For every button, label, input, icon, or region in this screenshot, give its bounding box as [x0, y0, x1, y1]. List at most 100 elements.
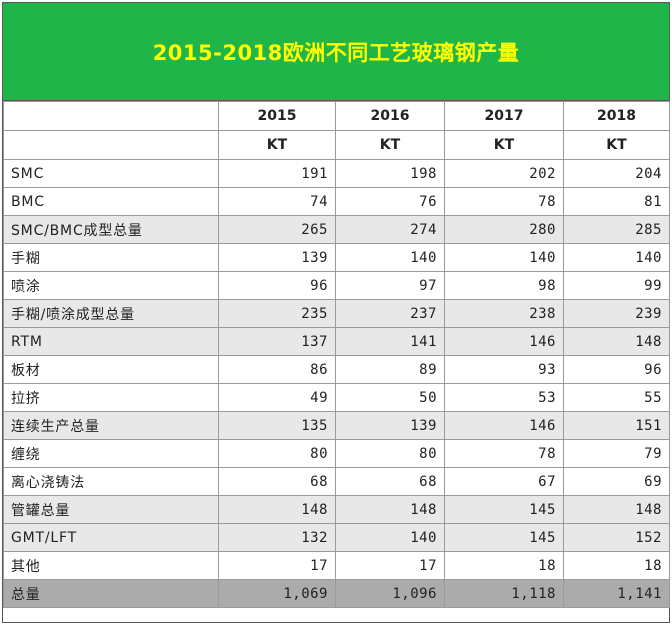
value-cell-2018: 18 — [563, 551, 670, 580]
value-cell-2016: 97 — [335, 271, 445, 300]
value-cell-2016: 89 — [335, 355, 445, 384]
unit-header-row: KT KT KT KT — [3, 130, 670, 160]
value-cell-2016: 68 — [335, 467, 445, 496]
value-cell-2015: 96 — [218, 271, 336, 300]
table-row: 手糊 139 140 140 140 — [3, 243, 670, 272]
unit-cell: KT — [563, 130, 670, 160]
value-cell-2016: 139 — [335, 411, 445, 440]
unit-cell: KT — [444, 130, 564, 160]
value-cell-2015: 135 — [218, 411, 336, 440]
table-row: 缠绕 80 80 78 79 — [3, 439, 670, 468]
row-label: SMC — [3, 159, 219, 188]
value-cell-2015: 17 — [218, 551, 336, 580]
row-label: 手糊/喷涂成型总量 — [3, 299, 219, 328]
value-cell-2016: 1,096 — [335, 579, 445, 608]
value-cell-2017: 280 — [444, 215, 564, 244]
value-cell-2018: 151 — [563, 411, 670, 440]
year-2018-header: 2018 — [563, 101, 670, 131]
production-table: 2015 2016 2017 2018 KT KT KT KT SMC 191 19… — [3, 101, 670, 608]
value-cell-2018: 1,141 — [563, 579, 670, 608]
value-cell-2018: 148 — [563, 327, 670, 356]
value-cell-2018: 79 — [563, 439, 670, 468]
value-cell-2016: 274 — [335, 215, 445, 244]
value-cell-2017: 67 — [444, 467, 564, 496]
value-cell-2016: 237 — [335, 299, 445, 328]
table-row: GMT/LFT 132 140 145 152 — [3, 523, 670, 552]
table-row: BMC 74 76 78 81 — [3, 187, 670, 216]
value-cell-2018: 285 — [563, 215, 670, 244]
value-cell-2015: 74 — [218, 187, 336, 216]
value-cell-2016: 148 — [335, 495, 445, 524]
value-cell-2015: 139 — [218, 243, 336, 272]
value-cell-2016: 76 — [335, 187, 445, 216]
table-row: 连续生产总量 135 139 146 151 — [3, 411, 670, 440]
value-cell-2018: 204 — [563, 159, 670, 188]
title-banner: 2015-2018欧洲不同工艺玻璃钢产量 — [3, 3, 669, 101]
table-row: 板材 86 89 93 96 — [3, 355, 670, 384]
row-label: SMC/BMC成型总量 — [3, 215, 219, 244]
value-cell-2016: 198 — [335, 159, 445, 188]
table-row: 喷涂 96 97 98 99 — [3, 271, 670, 300]
value-cell-2017: 18 — [444, 551, 564, 580]
value-cell-2017: 238 — [444, 299, 564, 328]
row-label: 喷涂 — [3, 271, 219, 300]
row-label: 离心浇铸法 — [3, 467, 219, 496]
value-cell-2018: 55 — [563, 383, 670, 412]
table-row: 管罐总量 148 148 145 148 — [3, 495, 670, 524]
value-cell-2015: 191 — [218, 159, 336, 188]
value-cell-2016: 141 — [335, 327, 445, 356]
value-cell-2017: 145 — [444, 523, 564, 552]
value-cell-2018: 152 — [563, 523, 670, 552]
unit-cell: KT — [218, 130, 336, 160]
value-cell-2018: 239 — [563, 299, 670, 328]
table-row: 总量 1,069 1,096 1,118 1,141 — [3, 579, 670, 608]
row-label: 连续生产总量 — [3, 411, 219, 440]
row-label: 缠绕 — [3, 439, 219, 468]
value-cell-2016: 80 — [335, 439, 445, 468]
table-row: 手糊/喷涂成型总量 235 237 238 239 — [3, 299, 670, 328]
value-cell-2017: 202 — [444, 159, 564, 188]
row-label: 其他 — [3, 551, 219, 580]
table-row: 其他 17 17 18 18 — [3, 551, 670, 580]
table-row: 拉挤 49 50 53 55 — [3, 383, 670, 412]
value-cell-2017: 53 — [444, 383, 564, 412]
value-cell-2017: 146 — [444, 327, 564, 356]
value-cell-2017: 140 — [444, 243, 564, 272]
value-cell-2016: 140 — [335, 243, 445, 272]
value-cell-2015: 235 — [218, 299, 336, 328]
value-cell-2016: 140 — [335, 523, 445, 552]
value-cell-2015: 148 — [218, 495, 336, 524]
value-cell-2018: 96 — [563, 355, 670, 384]
row-label: GMT/LFT — [3, 523, 219, 552]
value-cell-2017: 146 — [444, 411, 564, 440]
row-label: 拉挤 — [3, 383, 219, 412]
value-cell-2017: 1,118 — [444, 579, 564, 608]
value-cell-2015: 265 — [218, 215, 336, 244]
year-header-row: 2015 2016 2017 2018 — [3, 101, 670, 131]
value-cell-2018: 99 — [563, 271, 670, 300]
year-2016-header: 2016 — [335, 101, 445, 131]
row-label: 管罐总量 — [3, 495, 219, 524]
table-row: 离心浇铸法 68 68 67 69 — [3, 467, 670, 496]
value-cell-2018: 69 — [563, 467, 670, 496]
table-title: 2015-2018欧洲不同工艺玻璃钢产量 — [152, 40, 520, 65]
value-cell-2015: 1,069 — [218, 579, 336, 608]
value-cell-2018: 148 — [563, 495, 670, 524]
value-cell-2017: 93 — [444, 355, 564, 384]
value-cell-2015: 137 — [218, 327, 336, 356]
header-empty-cell — [3, 101, 219, 131]
value-cell-2015: 132 — [218, 523, 336, 552]
row-label: 总量 — [3, 579, 219, 608]
unit-cell: KT — [335, 130, 445, 160]
value-cell-2017: 145 — [444, 495, 564, 524]
row-label: 手糊 — [3, 243, 219, 272]
value-cell-2018: 140 — [563, 243, 670, 272]
year-2017-header: 2017 — [444, 101, 564, 131]
value-cell-2015: 80 — [218, 439, 336, 468]
unit-empty-cell — [3, 130, 219, 160]
row-label: 板材 — [3, 355, 219, 384]
table-row: SMC 191 198 202 204 — [3, 159, 670, 188]
value-cell-2017: 98 — [444, 271, 564, 300]
value-cell-2015: 86 — [218, 355, 336, 384]
